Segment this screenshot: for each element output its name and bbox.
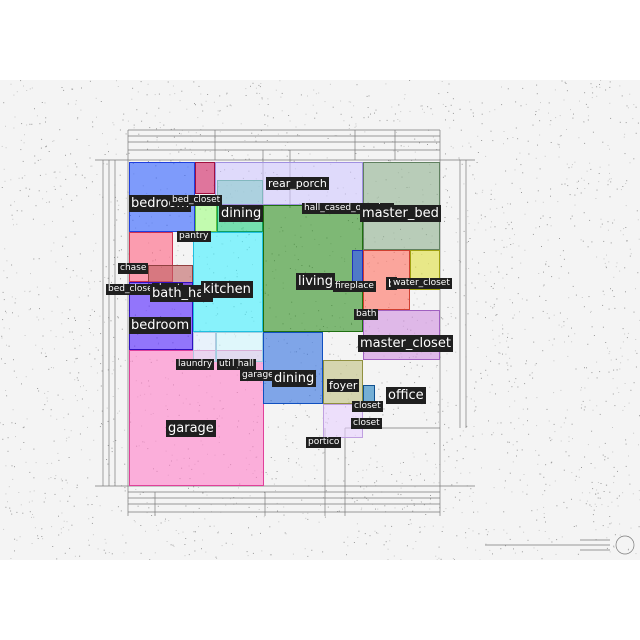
label-fireplace: fireplace — [333, 281, 376, 292]
label-kitchen: kitchen — [201, 281, 253, 298]
plan-linework — [95, 129, 475, 516]
label-water-closet: water_closet — [391, 278, 452, 289]
label-closet-a: closet — [352, 401, 383, 412]
room-util-hall — [216, 332, 263, 362]
label-rear-porch: rear_porch — [266, 177, 329, 190]
label-bath-hall: bath_hall — [150, 285, 214, 302]
label-dining-top: dining — [219, 205, 264, 222]
label-laundry: laundry — [176, 359, 215, 370]
label-pantry: pantry — [177, 231, 211, 242]
label-bed-closet-left: bed_closet — [106, 284, 159, 295]
label-master-bed: master_bed — [360, 205, 441, 222]
label-bed-closet-top: bed_closet — [170, 195, 223, 206]
label-chase: chase — [118, 263, 149, 274]
room-bed-closet — [195, 162, 215, 194]
room-rear-porch — [215, 162, 363, 205]
label-portico: portico — [306, 437, 342, 448]
room-dining-lower — [263, 332, 323, 404]
room-pantry — [195, 205, 217, 232]
label-hall-cased-opening: hall_cased_opening — [302, 203, 395, 214]
label-bath-center: bath — [354, 309, 379, 320]
room-living — [263, 205, 363, 332]
room-laundry — [193, 332, 216, 362]
label-foyer: foyer — [327, 379, 360, 392]
label-garage-big: garage — [166, 420, 216, 437]
label-closet-b: closet — [351, 418, 382, 429]
label-util-prefix: l — [230, 359, 237, 370]
room-fireplace — [352, 250, 363, 282]
label-living: living — [296, 273, 336, 290]
title-block — [485, 535, 635, 555]
label-office: office — [386, 387, 426, 404]
label-master-closet: master_closet — [358, 335, 453, 352]
label-bedroom-bottom: bedroom — [129, 317, 192, 334]
label-dining-lower: dining — [272, 370, 317, 387]
label-garage-small: garage — [240, 370, 276, 381]
